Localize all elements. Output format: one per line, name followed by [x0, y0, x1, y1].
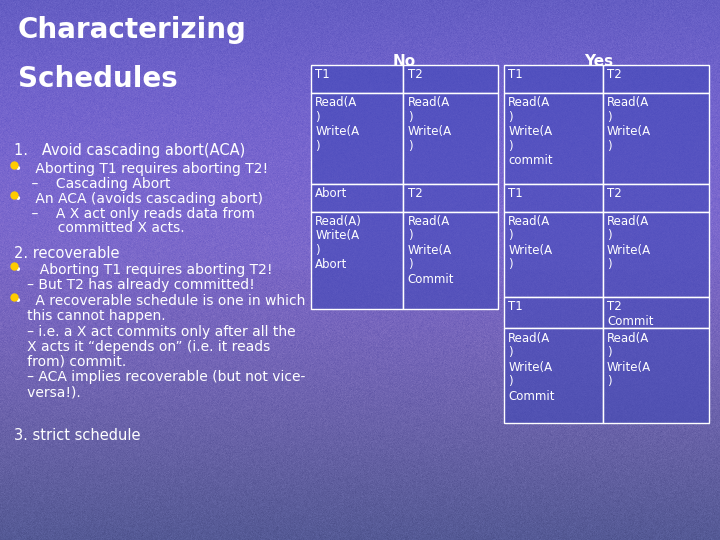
- Text: from) commit.: from) commit.: [14, 355, 127, 369]
- Text: –    A X act only reads data from: – A X act only reads data from: [14, 207, 256, 221]
- Bar: [504, 328, 603, 423]
- Bar: [504, 184, 603, 212]
- Text: this cannot happen.: this cannot happen.: [14, 309, 166, 323]
- Text: T2: T2: [607, 68, 621, 81]
- Text: Yes: Yes: [585, 54, 613, 69]
- Bar: [311, 212, 403, 309]
- Text: T2: T2: [408, 68, 422, 81]
- Bar: [603, 65, 709, 93]
- Text: •   Aborting T1 requires aborting T2!: • Aborting T1 requires aborting T2!: [14, 162, 269, 176]
- Bar: [603, 328, 709, 423]
- Text: versa!).: versa!).: [14, 385, 81, 399]
- Text: T1: T1: [508, 68, 523, 81]
- Text: Read(A
)
Write(A
)
commit: Read(A ) Write(A ) commit: [508, 96, 553, 167]
- Bar: [603, 93, 709, 184]
- Text: Abort: Abort: [315, 187, 348, 200]
- Text: No: No: [393, 54, 416, 69]
- Text: •    Aborting T1 requires aborting T2!: • Aborting T1 requires aborting T2!: [14, 263, 273, 277]
- Text: Read(A
)
Write(A
): Read(A ) Write(A ): [607, 332, 651, 388]
- Bar: [403, 184, 498, 212]
- Text: Read(A)
Write(A
)
Abort: Read(A) Write(A ) Abort: [315, 215, 362, 272]
- Text: Read(A
)
Write(A
): Read(A ) Write(A ): [607, 215, 651, 272]
- Text: – i.e. a X act commits only after all the: – i.e. a X act commits only after all th…: [14, 325, 296, 339]
- Bar: [403, 93, 498, 184]
- Text: Characterizing: Characterizing: [18, 16, 247, 44]
- Text: T1: T1: [508, 187, 523, 200]
- Text: 2. recoverable: 2. recoverable: [14, 246, 120, 261]
- Text: Read(A
)
Write(A
)
Commit: Read(A ) Write(A ) Commit: [508, 332, 555, 402]
- Text: T2: T2: [607, 187, 621, 200]
- Bar: [603, 184, 709, 212]
- Bar: [504, 297, 603, 328]
- Bar: [603, 297, 709, 328]
- Text: 1.   Avoid cascading abort(ACA): 1. Avoid cascading abort(ACA): [14, 143, 246, 158]
- Bar: [311, 184, 403, 212]
- Bar: [403, 65, 498, 93]
- Bar: [504, 212, 603, 297]
- Bar: [311, 65, 403, 93]
- Text: T1: T1: [315, 68, 330, 81]
- Text: 3. strict schedule: 3. strict schedule: [14, 428, 141, 443]
- Bar: [504, 65, 603, 93]
- Bar: [504, 93, 603, 184]
- Text: T1: T1: [508, 300, 523, 313]
- Text: Schedules: Schedules: [18, 65, 178, 93]
- Text: T2: T2: [408, 187, 422, 200]
- Text: Read(A
)
Write(A
): Read(A ) Write(A ): [408, 96, 451, 153]
- Text: Read(A
)
Write(A
): Read(A ) Write(A ): [315, 96, 359, 153]
- Bar: [603, 212, 709, 297]
- Text: committed X acts.: committed X acts.: [14, 221, 185, 235]
- Bar: [311, 93, 403, 184]
- Bar: [403, 212, 498, 309]
- Text: Read(A
)
Write(A
)
Commit: Read(A ) Write(A ) Commit: [408, 215, 454, 286]
- Text: X acts it “depends on” (i.e. it reads: X acts it “depends on” (i.e. it reads: [14, 340, 271, 354]
- Text: – But T2 has already committed!: – But T2 has already committed!: [14, 278, 255, 292]
- Text: •   A recoverable schedule is one in which: • A recoverable schedule is one in which: [14, 294, 306, 308]
- Text: – ACA implies recoverable (but not vice-: – ACA implies recoverable (but not vice-: [14, 370, 306, 384]
- Text: •   An ACA (avoids cascading abort): • An ACA (avoids cascading abort): [14, 192, 264, 206]
- Text: Read(A
)
Write(A
): Read(A ) Write(A ): [508, 215, 552, 272]
- Text: T2
Commit: T2 Commit: [607, 300, 654, 328]
- Text: –    Cascading Abort: – Cascading Abort: [14, 177, 171, 191]
- Text: Read(A
)
Write(A
): Read(A ) Write(A ): [607, 96, 651, 153]
